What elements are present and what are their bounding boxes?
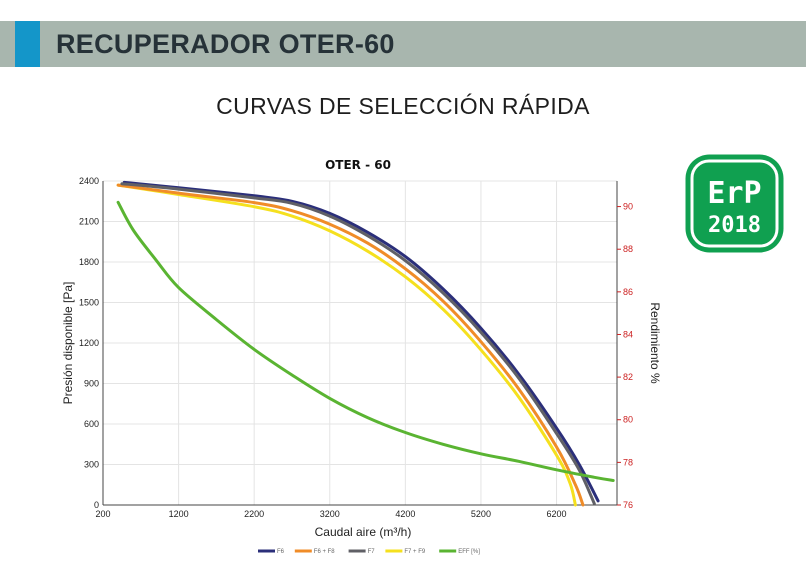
y-tick-label: 600 [84, 419, 99, 429]
series-line-f7 [120, 182, 596, 506]
x-tick-label: 5200 [471, 509, 491, 519]
legend: F6 F6 + F8 F7 F7 + F9 EFF [%] [258, 549, 480, 555]
x-axis-label: Caudal aire (m³/h) [315, 525, 412, 539]
section-title: CURVAS DE SELECCIÓN RÁPIDA [216, 93, 590, 119]
legend-label-f7-f9: F7 + F9 [404, 549, 426, 555]
erp-badge-line2: 2018 [708, 213, 761, 238]
y-tick-label: 900 [84, 379, 99, 389]
y-tick-label: 2100 [79, 217, 99, 227]
legend-label-f7: F7 [368, 549, 376, 555]
y2-tick-label: 86 [623, 287, 633, 297]
y-tick-label: 1200 [79, 338, 99, 348]
page-title: RECUPERADOR OTER-60 [56, 29, 395, 59]
tick-layer: 0 300 600 900 1200 1500 1800 2100 2400 200 1200 220… [79, 176, 633, 519]
y-axis-label: Presión disponible [Pa] [61, 282, 75, 405]
y2-tick-label: 82 [623, 372, 633, 382]
series-layer [116, 180, 615, 507]
x-tick-label: 4200 [395, 509, 415, 519]
y-tick-label: 1800 [79, 257, 99, 267]
erp-2018-badge: ErP 2018 [685, 154, 784, 253]
y2-tick-label: 88 [623, 244, 633, 254]
y2-tick-label: 84 [623, 329, 633, 339]
y2-tick-label: 76 [623, 500, 633, 510]
erp-badge-line1: ErP [707, 176, 761, 211]
chart-title: OTER - 60 [325, 158, 391, 172]
erp-badge-inner-frame [690, 159, 779, 248]
x-tick-label: 1200 [169, 509, 189, 519]
legend-label-eff: EFF [%] [458, 549, 480, 555]
series-line-f7-f9 [116, 183, 577, 507]
header-band [0, 21, 806, 67]
x-tick-label: 6200 [547, 509, 567, 519]
erp-badge-background [685, 154, 784, 253]
y-tick-label: 1500 [79, 298, 99, 308]
y2-tick-label: 80 [623, 415, 633, 425]
legend-label-f6: F6 [277, 549, 285, 555]
x-tick-label: 2200 [244, 509, 264, 519]
series-line-eff [116, 200, 615, 482]
axis-layer [102, 181, 618, 506]
y-tick-label: 300 [84, 460, 99, 470]
y2-tick-label: 90 [623, 202, 633, 212]
series-line-f6-f8 [116, 183, 585, 507]
header-accent-bar [15, 21, 40, 67]
y-tick-label: 2400 [79, 176, 99, 186]
y2-axis-label: Rendimiento % [648, 302, 662, 384]
legend-label-f6-f8: F6 + F8 [314, 549, 336, 555]
performance-chart: OTER - 60 0 300 600 900 1200 1500 1800 2100 2400… [61, 158, 662, 555]
y-tick-label: 0 [94, 500, 99, 510]
x-tick-label: 3200 [320, 509, 340, 519]
series-line-f6 [122, 180, 600, 503]
y2-tick-label: 78 [623, 457, 633, 467]
x-tick-label: 200 [95, 509, 110, 519]
